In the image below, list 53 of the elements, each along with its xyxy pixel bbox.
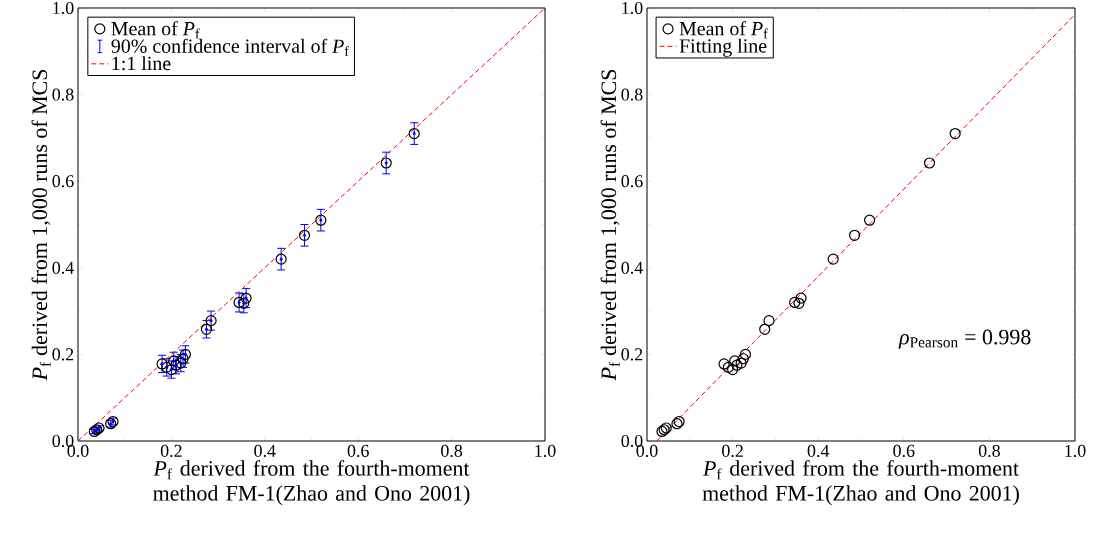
legend-label: 90% confidence interval of P$_{f}$	[111, 38, 349, 56]
y-tick-label: 0.4	[52, 261, 74, 274]
point	[737, 353, 749, 365]
point	[380, 157, 392, 169]
x-tick-label: 0.2	[160, 444, 182, 457]
y-tick-label: 0.8	[52, 88, 74, 101]
y-tick-label: 0.2	[52, 348, 74, 361]
point	[759, 323, 771, 335]
point	[275, 253, 287, 265]
point	[763, 315, 775, 327]
point	[789, 296, 801, 309]
x-tick-label: 0.8	[441, 444, 463, 457]
y-tick-label: 0.6	[52, 175, 74, 188]
x-axis-title: P$_{f}$ derived from the fourth-moment method FM-1(Zhao and Ono 2001)	[153, 460, 470, 506]
y-tick-label: 0.2	[621, 348, 643, 361]
y-tick-label: 1.0	[53, 1, 74, 15]
legend-label: Mean of P$_{f}$	[679, 21, 768, 39]
annotation: ρ$_{Pearson}$ = 0.998	[898, 329, 1031, 349]
legend-label: Fitting line	[679, 38, 767, 57]
point	[795, 292, 807, 304]
point	[949, 127, 961, 140]
point	[727, 363, 739, 376]
y-tick-label: 1.0	[622, 1, 643, 15]
x-tick-label: 1.0	[535, 444, 556, 457]
x-axis-title: P$_{f}$ derived from the fourth-moment method FM-1(Zhao and Ono 2001)	[702, 460, 1019, 506]
point	[722, 361, 734, 373]
y-tick-label: 0.6	[621, 175, 643, 188]
point	[735, 357, 747, 369]
point	[298, 229, 311, 241]
point	[729, 355, 741, 367]
x-tick-label: 0.8	[978, 444, 1000, 457]
x-tick-label: 0.4	[254, 444, 276, 457]
point	[408, 127, 420, 140]
point	[793, 297, 805, 309]
point	[315, 214, 327, 226]
x-tick-label: 0.6	[347, 444, 369, 457]
y-axis-title: P$_{f}$ derived from 1,000 runs of MCS	[600, 69, 620, 381]
legend-label: Mean of P$_{f}$	[111, 21, 200, 39]
legend-label: 1:1 line	[112, 56, 171, 71]
y-tick-label: 0.4	[621, 261, 643, 274]
point	[863, 214, 876, 226]
x-tick-label: 1.0	[1065, 444, 1086, 457]
x-tick-label: 0.4	[807, 444, 830, 457]
point	[848, 229, 861, 241]
y-axis-title: P$_{f}$ derived from 1,000 runs of MCS	[31, 69, 51, 381]
point	[739, 348, 752, 360]
x-tick-label: 0.6	[893, 444, 915, 457]
y-tick-label: 0.8	[621, 88, 643, 101]
point	[923, 157, 936, 169]
point	[731, 359, 743, 371]
point	[827, 253, 839, 265]
point	[718, 358, 730, 370]
x-tick-label: 0.2	[722, 444, 743, 457]
